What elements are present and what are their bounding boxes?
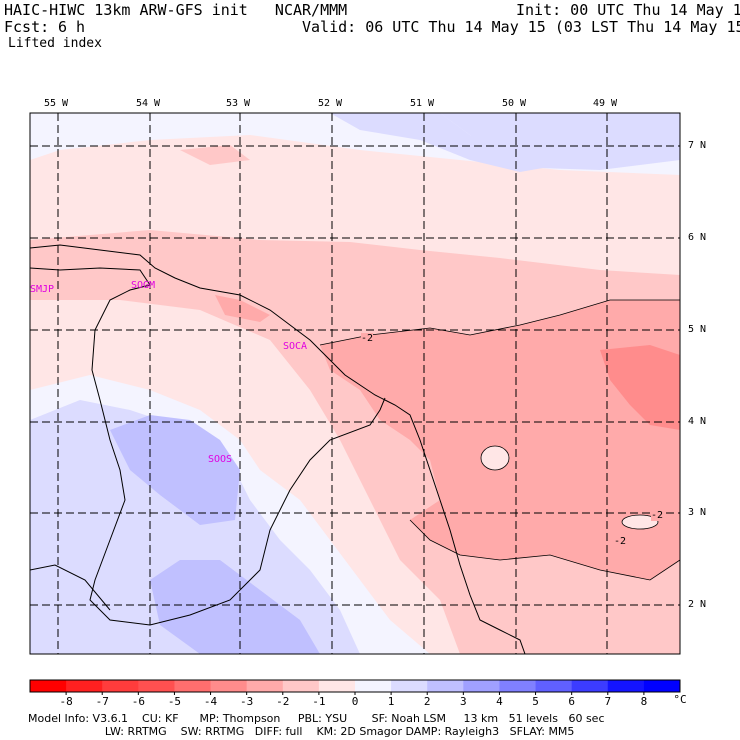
lat-label: 3 N [688,507,707,518]
station-label: SOCA [283,341,308,352]
lon-label: 55 W [44,98,69,109]
contour-label: -2 [361,333,374,344]
colorbar-tick-label: 0 [351,695,359,708]
colorbar-tick-label: 2 [423,695,431,708]
lon-label: 49 W [593,98,618,109]
lon-label: 54 W [136,98,161,109]
colorbar-tick-label: 7 [604,695,612,708]
lon-label: 51 W [410,98,435,109]
coastline [30,244,526,654]
colorbar-tick-label: -3 [240,695,254,708]
colorbar-swatch [355,680,392,692]
colorbar-tick-label: -6 [131,695,145,708]
colorbar-tick-label: 5 [532,695,539,708]
forecast-hour: 6 h [58,18,86,36]
field-shading [30,113,680,654]
colorbar-swatch [607,680,645,692]
lat-lon-grid [30,113,680,654]
colorbar-swatch [463,680,500,692]
colorbar-tick-label: -8 [59,695,73,708]
colorbar-tick-label: 1 [387,695,395,708]
lat-label: 7 N [688,140,707,151]
lon-label: 52 W [318,98,343,109]
colorbar-swatch [427,680,464,692]
map-frame [29,112,681,655]
colorbar-tick-label: 8 [640,695,648,708]
contour-lines [319,299,680,581]
colorbar-swatch [210,680,248,692]
colorbar-tick-label: -4 [203,695,218,708]
colorbar-swatch [391,680,428,692]
model-info-line2: LW: RRTMG SW: RRTMG DIFF: full KM: 2D Sm… [28,725,575,738]
colorbar-swatch [174,680,212,692]
colorbar-swatch [571,680,609,692]
colorbar-tick-label: 4 [496,695,503,708]
colorbar-tick-label: 6 [568,695,575,708]
colorbar-tick-label: -7 [95,695,109,708]
lat-label: 2 N [688,599,707,610]
model-info-line1: Model Info: V3.6.1 CU: KF MP: Thompson P… [28,712,605,725]
colorbar-swatch [643,680,681,692]
forecast-label: Fcst: [4,18,50,36]
colorbar-swatch [318,680,356,692]
lat-label: 4 N [688,416,707,427]
colorbar-tick-label: -2 [276,695,290,708]
colorbar-swatch [30,680,67,692]
contour-label: -2 [614,536,627,547]
colorbar-swatch [535,680,573,692]
init-time: Init: 00 UTC Thu 14 May 15 [516,1,740,19]
station-label: SMJP [30,284,55,295]
colorbar-tick-label: -5 [167,695,182,708]
colorbar-tick-label: 3 [460,695,467,708]
lat-label: 6 N [688,232,707,243]
colorbar-swatch [246,680,284,692]
lat-label: 5 N [688,324,707,335]
contour-label: -2 [651,510,664,521]
colorbar-swatch [499,680,537,692]
valid-time: Valid: 06 UTC Thu 14 May 15 (03 LST Thu … [302,18,740,36]
station-label: SOGM [131,280,156,291]
field-name: Lifted index [8,36,102,51]
colorbar [29,679,681,695]
colorbar-swatch [282,680,320,692]
lon-label: 50 W [502,98,527,109]
model-title: HAIC-HIWC 13km ARW-GFS init NCAR/MMM [4,1,348,19]
station-label: SOOS [208,454,233,465]
colorbar-tick-label: -1 [312,695,326,708]
colorbar-unit: °C [673,693,687,706]
colorbar-swatch [138,680,175,692]
lon-label: 53 W [226,98,251,109]
colorbar-swatch [102,680,139,692]
colorbar-swatch [66,680,103,692]
